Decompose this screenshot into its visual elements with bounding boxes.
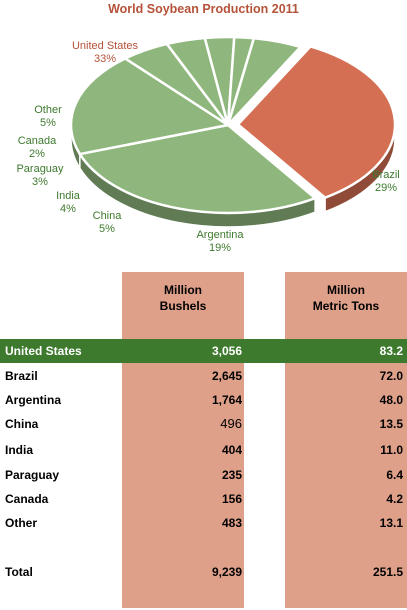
- row-metric-tons: 4.2: [386, 492, 403, 506]
- pie-percent-argentina: 19%: [209, 242, 231, 254]
- metric-tons-header-line-2: Metric Tons: [312, 299, 380, 313]
- pie-percent-paraguay: 3%: [32, 176, 48, 188]
- row-country: India: [5, 443, 34, 457]
- row-country: Total: [5, 565, 33, 579]
- row-bushels: 2,645: [211, 369, 242, 383]
- table-row-other: Other 483 13.1: [0, 511, 407, 535]
- table-row-china: China 496 13.5: [0, 412, 407, 436]
- row-bushels: 3,056: [211, 344, 242, 358]
- pie-label-united-states: United States: [72, 40, 139, 52]
- row-bushels: 483: [221, 516, 242, 530]
- pie-label-canada: Canada: [18, 135, 57, 147]
- table-row-total: Total 9,239 251.5: [0, 560, 407, 584]
- row-country: Paraguay: [5, 468, 60, 482]
- row-metric-tons: 13.1: [379, 516, 403, 530]
- row-country: Argentina: [5, 393, 62, 407]
- pie-label-other: Other: [34, 104, 62, 116]
- pie-label-india: India: [56, 190, 81, 202]
- bushels-column-background: [122, 272, 244, 608]
- pie-slice-united-states: [236, 45, 397, 199]
- bushels-column-header: Million Bushels: [122, 282, 244, 314]
- pie-label-paraguay: Paraguay: [16, 163, 64, 175]
- pie-percent-china: 5%: [99, 223, 115, 235]
- table-row-paraguay: Paraguay 235 6.4: [0, 463, 407, 487]
- pie-label-china: China: [93, 210, 123, 222]
- row-metric-tons: 251.5: [372, 565, 403, 579]
- table-row-brazil: Brazil 2,645 72.0: [0, 364, 407, 388]
- pie-label-brazil: Brazil: [372, 169, 400, 181]
- row-country: Other: [5, 516, 38, 530]
- pie-percent-canada: 2%: [29, 148, 45, 160]
- row-metric-tons: 6.4: [386, 468, 403, 482]
- pie-slice-other: [226, 36, 302, 127]
- pie-percent-india: 4%: [60, 203, 76, 215]
- row-metric-tons: 72.0: [379, 369, 403, 383]
- row-metric-tons: 83.2: [379, 344, 403, 358]
- metric-tons-header-line-1: Million: [327, 283, 365, 297]
- row-bushels: 1,764: [211, 393, 242, 407]
- row-bushels: 9,239: [211, 565, 242, 579]
- bushels-header-line-1: Million: [164, 283, 202, 297]
- row-bushels: 496: [220, 416, 242, 431]
- metric-tons-column-background: [285, 272, 407, 608]
- metric-tons-column-header: Million Metric Tons: [285, 282, 407, 314]
- row-country: China: [5, 417, 39, 431]
- row-country: United States: [5, 344, 82, 358]
- row-metric-tons: 13.5: [379, 417, 403, 431]
- bushels-header-line-2: Bushels: [159, 299, 207, 313]
- row-bushels: 235: [221, 468, 242, 482]
- pie-label-argentina: Argentina: [196, 229, 244, 241]
- row-country: Brazil: [5, 369, 38, 383]
- row-bushels: 156: [221, 492, 242, 506]
- pie-slice-argentina: [69, 57, 230, 156]
- pie-percent-brazil: 29%: [375, 182, 397, 194]
- chart-title: World Soybean Production 2011: [108, 2, 299, 16]
- table-row-united-states: United States 3,056 83.2: [0, 339, 407, 363]
- pie-percent-other: 5%: [40, 117, 56, 129]
- row-metric-tons: 48.0: [379, 393, 403, 407]
- pie-slice-brazil: [78, 123, 317, 215]
- row-metric-tons: 11.0: [380, 443, 403, 457]
- row-country: Canada: [5, 492, 49, 506]
- table-row-canada: Canada 156 4.2: [0, 487, 407, 511]
- row-bushels: 404: [221, 443, 242, 457]
- pie-percent-united-states: 33%: [94, 53, 116, 65]
- table-row-india: India 404 11.0: [0, 438, 407, 462]
- table-row-argentina: Argentina 1,764 48.0: [0, 388, 407, 412]
